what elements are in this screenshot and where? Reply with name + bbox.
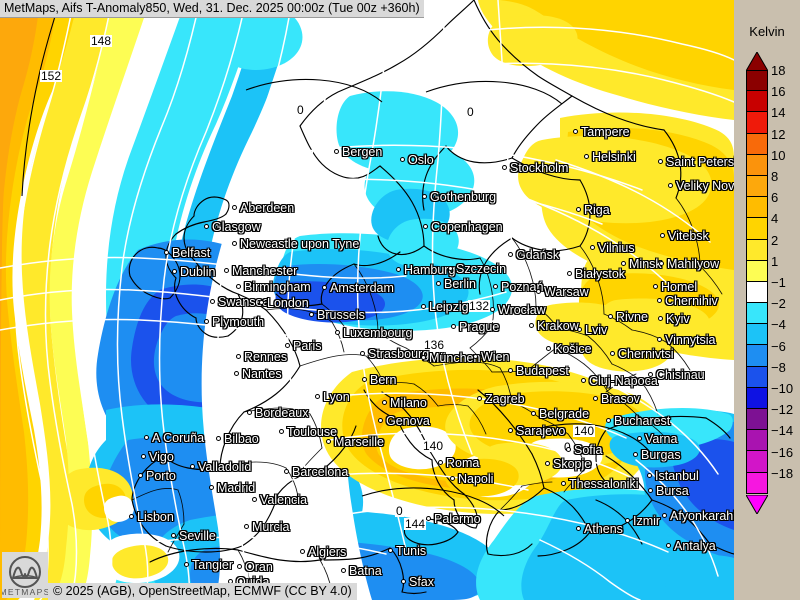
colorbar-tick-minus16: −16 bbox=[771, 444, 794, 460]
colorbar-band-18 bbox=[746, 70, 768, 92]
contour-label: 124 bbox=[477, 221, 500, 235]
colorbar-band-minus8 bbox=[746, 366, 768, 388]
contour-label: 136 bbox=[423, 338, 446, 352]
colorbar-top-arrow bbox=[746, 52, 768, 71]
colorbar-band-minus18 bbox=[746, 472, 768, 494]
metmaps-logo-icon: METMAPS bbox=[0, 552, 49, 598]
colorbar-band-16 bbox=[746, 91, 768, 113]
map-title-bar: MetMaps, Aifs T-Anomaly850, Wed, 31. Dec… bbox=[0, 0, 424, 18]
contour-label: 0 bbox=[466, 105, 475, 119]
colorbar-tick-minus4: −4 bbox=[771, 317, 786, 333]
contour-label: 0 bbox=[563, 440, 572, 454]
colorbar-band-8 bbox=[746, 175, 768, 198]
colorbar-tick-4: 4 bbox=[771, 211, 779, 227]
colorbar-band-minus6 bbox=[746, 345, 768, 367]
metmaps-logo: METMAPS bbox=[0, 552, 49, 598]
colorbar-tick-minus12: −12 bbox=[771, 402, 794, 418]
colorbar-band-minus4 bbox=[746, 324, 768, 346]
colorbar-tick-minus8: −8 bbox=[771, 359, 786, 375]
colorbar-tick-1: 1 bbox=[771, 253, 779, 269]
colorbar-tick-16: 16 bbox=[771, 84, 786, 100]
colorbar-unit-label: Kelvin bbox=[749, 24, 785, 39]
colorbar-tick-18: 18 bbox=[771, 63, 786, 78]
colorbar-band-minus12 bbox=[746, 409, 768, 431]
colorbar-tick-6: 6 bbox=[771, 190, 779, 206]
colorbar-band-4 bbox=[746, 218, 768, 240]
contour-label: 140 bbox=[573, 424, 596, 438]
colorbar-band-minus16 bbox=[746, 451, 768, 473]
colorbar-tick-minus10: −10 bbox=[771, 381, 794, 396]
colorbar-tick-8: 8 bbox=[771, 169, 779, 184]
colorbar-bands bbox=[746, 70, 768, 494]
colorbar-tick-12: 12 bbox=[771, 126, 786, 142]
colorbar-bottom-arrow bbox=[746, 495, 768, 514]
metmaps-logo-text: METMAPS bbox=[2, 587, 48, 597]
map-svg bbox=[0, 0, 734, 600]
colorbar-tick-minus2: −2 bbox=[771, 296, 786, 312]
colorbar-band-1 bbox=[746, 260, 768, 282]
attribution-bar: © 2025 (AGB), OpenStreetMap, ECMWF (CC B… bbox=[48, 583, 357, 600]
colorbar-tick-minus6: −6 bbox=[771, 338, 786, 354]
colorbar-band-14 bbox=[746, 112, 768, 134]
contour-label: 0 bbox=[395, 504, 404, 518]
contour-label: 152 bbox=[40, 69, 63, 83]
map-canvas[interactable]: 148 152 0 0 124 132 136 140 140 144 0 0 Bergen Oslo G… bbox=[0, 0, 734, 600]
colorbar-band-6 bbox=[746, 197, 768, 219]
colorbar-tick-minus14: −14 bbox=[771, 423, 794, 439]
contour-label: 0 bbox=[296, 103, 305, 117]
colorbar-band-10 bbox=[746, 154, 768, 176]
colorbar-panel: Kelvin 18 16 14 12 10 8 6 4 2 1 −1 −2 −4 −6 −8 −10 −12 −1… bbox=[734, 0, 800, 600]
colorbar-tick-minus18: −18 bbox=[771, 465, 794, 481]
colorbar-band-12 bbox=[746, 133, 768, 155]
colorbar-band-minus10 bbox=[746, 387, 768, 409]
colorbar-band-2 bbox=[746, 239, 768, 261]
colorbar-tick-14: 14 bbox=[771, 105, 786, 121]
contour-label: 132 bbox=[468, 299, 491, 313]
colorbar-band-minus2 bbox=[746, 303, 768, 325]
colorbar-tick-minus1: −1 bbox=[771, 275, 786, 290]
colorbar-tick-10: 10 bbox=[771, 147, 786, 163]
colorbar-tick-2: 2 bbox=[771, 232, 779, 248]
contour-label: 148 bbox=[90, 34, 113, 48]
contour-label: 140 bbox=[422, 439, 445, 453]
colorbar-band-minus14 bbox=[746, 430, 768, 452]
contour-label: 144 bbox=[404, 517, 427, 531]
colorbar-band-minus1 bbox=[746, 281, 768, 304]
